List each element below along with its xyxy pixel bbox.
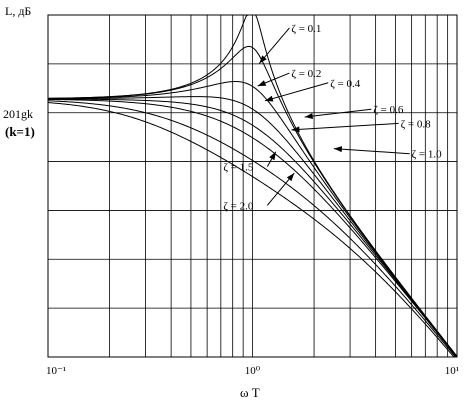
tick-labels: 10⁻¹ 10⁰ 10¹ [46,365,459,377]
annotation-label: ζ = 0.8 [401,118,432,130]
annotation-arrow-line [304,108,372,118]
curve-zeta-0-8 [48,98,458,358]
annotation-arrowhead [304,113,313,120]
annotation-arrowhead [333,146,343,153]
x-axis-label: ω T [240,385,260,400]
grid [48,15,457,357]
annotation-arrow-line [333,148,410,155]
x-tick-label: 10¹ [445,365,459,377]
annotation-label: ζ = 0.1 [291,23,321,35]
annotation-arrowhead [257,80,267,86]
curves [47,14,458,358]
annotations: ζ = 0.1 ζ = 0.2 ζ = 0.4 ζ = 0.6 ζ = 0.8 ζ = 1… [223,23,442,212]
annotation-label: ζ = 0.6 [373,104,404,116]
annotation-label: ζ = 2.0 [223,200,254,212]
annotation-arrowhead [264,95,274,102]
annotation-arrowhead [286,173,295,182]
annotation-label: ζ = 0.2 [291,68,321,80]
y-reference-label: 201gk [3,107,33,121]
x-tick-label: 10⁻¹ [46,365,66,377]
annotation-label: ζ = 1.0 [412,149,443,161]
curve-zeta-1-5 [47,100,458,358]
annotation-arrowhead [259,55,267,64]
y-axis-label: L, дБ [5,4,31,18]
curve-zeta-0-6 [48,96,458,358]
annotation-arrowhead [269,151,276,161]
curve-zeta-1 [47,98,458,358]
y-reference-sublabel: (k=1) [5,124,35,139]
curve-zeta-0-4 [47,80,458,357]
annotation-arrow-line [291,122,399,131]
annotation-label: ζ = 0.4 [330,78,361,90]
annotation-arrowhead [291,126,300,133]
annotation-arrow-line [264,82,329,102]
x-tick-label: 10⁰ [245,365,261,377]
annotation-label: ζ = 1.5 [223,162,254,174]
curve-zeta-2 [47,102,457,358]
